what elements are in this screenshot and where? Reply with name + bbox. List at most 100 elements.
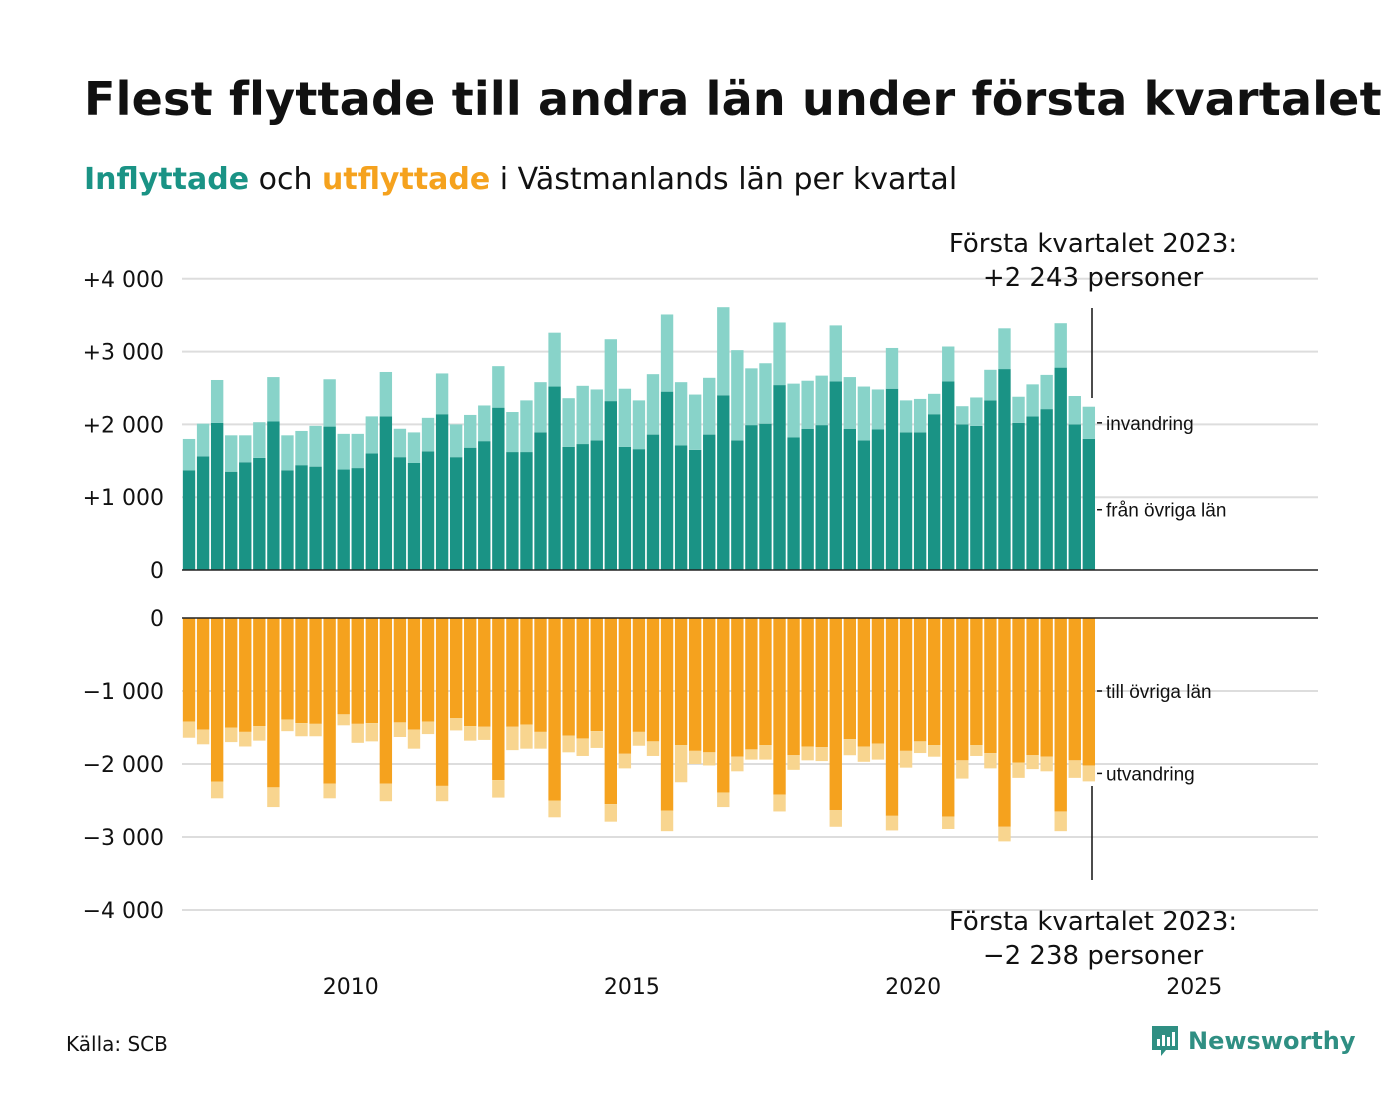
chart-title: Flest flyttade till andra län under förs… [84, 72, 1382, 126]
bar-utvandring [492, 780, 505, 798]
bar-fran-ovriga-lan [253, 457, 266, 570]
bar-invandring [590, 389, 603, 441]
bar-till-ovriga-lan [281, 618, 294, 720]
bar-fran-ovriga-lan [295, 465, 308, 570]
bar-utvandring [281, 719, 294, 732]
bar-till-ovriga-lan [632, 618, 646, 732]
bar-till-ovriga-lan [604, 618, 617, 805]
bar-fran-ovriga-lan [239, 462, 252, 570]
bar-till-ovriga-lan [660, 618, 674, 811]
bar-fran-ovriga-lan [956, 424, 969, 570]
bar-invandring [660, 314, 674, 392]
top-y-tick-label: +2 000 [83, 413, 164, 438]
bottom-y-tick-label: −4 000 [83, 899, 164, 924]
bar-fran-ovriga-lan [871, 429, 885, 570]
bar-till-ovriga-lan [1040, 618, 1053, 757]
bar-till-ovriga-lan [590, 618, 603, 732]
newsworthy-logo-icon [1152, 1026, 1178, 1056]
bar-till-ovriga-lan [506, 618, 519, 727]
bar-utvandring [913, 741, 927, 754]
bar-till-ovriga-lan [365, 618, 378, 724]
bar-fran-ovriga-lan [225, 471, 238, 570]
bar-invandring [871, 389, 885, 430]
bar-invandring [281, 435, 294, 471]
bar-fran-ovriga-lan [492, 407, 505, 570]
bar-fran-ovriga-lan [759, 423, 772, 570]
bar-fran-ovriga-lan [562, 446, 575, 570]
bar-utvandring [449, 718, 463, 731]
bar-utvandring [365, 723, 378, 742]
bar-till-ovriga-lan [618, 618, 632, 754]
bar-invandring [801, 380, 814, 429]
bar-fran-ovriga-lan [309, 466, 322, 570]
bar-fran-ovriga-lan [393, 457, 407, 570]
bar-utvandring [506, 726, 519, 751]
bottom-annotation-line-2: −2 238 personer [983, 941, 1204, 971]
bar-utvandring [196, 729, 210, 745]
bar-fran-ovriga-lan [745, 425, 758, 570]
bar-fran-ovriga-lan [815, 425, 828, 570]
bar-till-ovriga-lan [1068, 618, 1081, 761]
bar-till-ovriga-lan [899, 618, 913, 751]
bar-invandring [464, 414, 477, 448]
bar-invandring [604, 339, 617, 402]
bar-utvandring [309, 723, 322, 737]
bar-till-ovriga-lan [970, 618, 983, 746]
bar-utvandring [660, 810, 674, 832]
bar-invandring [632, 400, 646, 450]
bar-fran-ovriga-lan [646, 434, 660, 570]
bar-till-ovriga-lan [562, 618, 575, 736]
bar-invandring [196, 423, 210, 457]
bar-till-ovriga-lan [196, 618, 210, 730]
bar-invandring [927, 393, 941, 415]
bar-utvandring [239, 731, 252, 747]
bar-invandring [1012, 396, 1025, 423]
bar-invandring [421, 417, 435, 452]
bar-invandring [688, 394, 702, 450]
bar-fran-ovriga-lan [674, 445, 688, 570]
bar-till-ovriga-lan [393, 618, 407, 723]
bar-invandring [492, 366, 505, 408]
bar-invandring [309, 425, 322, 467]
bar-invandring [548, 332, 561, 387]
bar-till-ovriga-lan [407, 618, 421, 730]
top-y-tick-label: +4 000 [83, 268, 164, 293]
bar-invandring [379, 371, 393, 417]
bar-invandring [829, 325, 842, 382]
bar-invandring [478, 405, 491, 442]
bar-till-ovriga-lan [337, 618, 350, 715]
bar-utvandring [478, 726, 491, 740]
bar-fran-ovriga-lan [435, 414, 449, 570]
bar-utvandring [998, 826, 1011, 842]
bar-utvandring [590, 731, 603, 748]
bar-till-ovriga-lan [478, 618, 491, 727]
source-note: Källa: SCB [66, 1032, 168, 1056]
bar-till-ovriga-lan [815, 618, 828, 748]
bar-till-ovriga-lan [182, 618, 196, 722]
bar-fran-ovriga-lan [464, 447, 477, 570]
bar-invandring [745, 368, 758, 426]
bar-invandring [843, 377, 857, 429]
bar-invandring [323, 379, 336, 427]
bar-till-ovriga-lan [731, 618, 744, 757]
bar-invandring [815, 375, 828, 426]
x-tick-label: 2010 [323, 975, 379, 1000]
bar-fran-ovriga-lan [885, 388, 899, 570]
bar-invandring [1026, 384, 1039, 417]
bar-invandring [365, 416, 378, 454]
bar-utvandring [618, 753, 632, 769]
bar-invandring [337, 433, 350, 470]
bar-fran-ovriga-lan [787, 437, 800, 570]
bar-till-ovriga-lan [534, 618, 547, 732]
label-invandring: invandring [1106, 414, 1194, 435]
bar-till-ovriga-lan [1026, 618, 1039, 756]
bar-fran-ovriga-lan [182, 470, 196, 570]
bar-fran-ovriga-lan [1012, 422, 1025, 570]
bar-fran-ovriga-lan [998, 369, 1011, 570]
chart-subtitle: Inflyttade och utflyttade i Västmanlands… [84, 162, 957, 197]
bar-till-ovriga-lan [801, 618, 814, 747]
bar-till-ovriga-lan [759, 618, 772, 746]
bar-invandring [787, 383, 800, 438]
bar-fran-ovriga-lan [351, 468, 364, 570]
bar-till-ovriga-lan [1012, 618, 1025, 763]
